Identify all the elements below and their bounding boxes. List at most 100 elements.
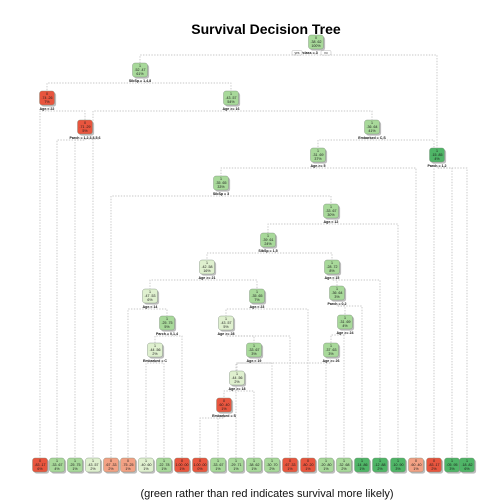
node-class-label: 1 bbox=[344, 316, 346, 320]
node-class-label: 1 bbox=[206, 261, 208, 265]
tree-edge bbox=[220, 194, 332, 204]
leaf-node: 1.43 .572% bbox=[85, 457, 103, 474]
node-pct: 2% bbox=[341, 467, 347, 471]
node-n-age23: 1.35 .657% Age < 23 bbox=[249, 288, 267, 309]
node-pct: 4% bbox=[342, 324, 348, 328]
node-n-parch014: 1.25 .755% Parch = 0,1,4 bbox=[156, 315, 178, 336]
node-probs: .71 .29 bbox=[80, 125, 91, 129]
split-label: SibSp = 3 bbox=[213, 192, 229, 196]
node-probs: 1.00 .00 bbox=[194, 463, 207, 467]
node-class-label: 1 bbox=[139, 64, 141, 68]
node-probs: .44 .56 bbox=[150, 348, 161, 352]
yes-branch-tag-box bbox=[291, 50, 303, 56]
tree-edge bbox=[436, 166, 453, 458]
node-box bbox=[223, 90, 239, 106]
leaf-node: 1.38 .621% bbox=[246, 457, 264, 474]
node-probs: .74 .26 bbox=[42, 96, 53, 100]
node-pct: 6% bbox=[37, 467, 43, 471]
node-probs: .12 .88 bbox=[375, 463, 386, 467]
node-box bbox=[308, 34, 324, 50]
split-label: Age >= 18 bbox=[229, 387, 246, 391]
split-label: SibSp = 1,4,8 bbox=[129, 79, 151, 83]
node-box bbox=[329, 285, 345, 301]
node-probs: .28 .72 bbox=[327, 265, 338, 269]
node-pct: 5% bbox=[223, 325, 229, 329]
leaf-node: 1.29 .711% bbox=[228, 457, 246, 474]
leaf-node: 1.05 .953% bbox=[444, 457, 462, 474]
tree-edge bbox=[217, 416, 225, 458]
node-probs: .14 .86 bbox=[357, 463, 368, 467]
node-probs: .30 .70 bbox=[267, 463, 278, 467]
tree-edge bbox=[154, 361, 165, 458]
node-probs: .60 .40 bbox=[219, 403, 230, 407]
tree-edge bbox=[371, 138, 435, 458]
node-probs: .67 .33 bbox=[285, 463, 296, 467]
node-box bbox=[77, 119, 93, 135]
no-branch-label: no bbox=[324, 51, 328, 55]
node-class-label: 0 bbox=[315, 36, 317, 40]
node-class-label: 1 bbox=[230, 92, 232, 96]
split-label: Age < 22 bbox=[40, 107, 55, 111]
split-label: Parch = 0,1,4 bbox=[156, 332, 178, 336]
node-box bbox=[32, 457, 48, 473]
node-class-label: 1 bbox=[397, 459, 399, 463]
leaf-node: 1.10 .903% bbox=[390, 457, 408, 474]
leaf-node: 1.22 .781% bbox=[156, 457, 174, 474]
node-box bbox=[336, 457, 352, 473]
node-box bbox=[138, 457, 154, 473]
node-probs: .15 .85 bbox=[432, 153, 443, 157]
node-pct: 100% bbox=[311, 44, 321, 48]
node-class-label: 0 bbox=[127, 459, 129, 463]
node-box bbox=[142, 288, 158, 304]
tree-edge bbox=[235, 361, 332, 458]
node-box bbox=[300, 457, 316, 473]
node-probs: .43 .57 bbox=[221, 321, 232, 325]
node-pct: 1% bbox=[323, 467, 329, 471]
node-pct: 24% bbox=[264, 242, 272, 246]
split-label: Age < 23 bbox=[250, 305, 265, 309]
leaf-node: 0.80 .201% bbox=[300, 457, 318, 474]
node-class-label: 0 bbox=[415, 459, 417, 463]
tree-edge bbox=[230, 109, 373, 120]
node-class-label: 1 bbox=[253, 344, 255, 348]
node-pct: 1% bbox=[251, 467, 257, 471]
yes-branch-label: yes bbox=[295, 51, 300, 55]
split-label: Age >= 28 bbox=[218, 332, 235, 336]
node-box bbox=[103, 457, 119, 473]
node-pct: 8% bbox=[329, 269, 335, 273]
node-pct: 1% bbox=[287, 467, 293, 471]
split-label: Age < 19 bbox=[247, 359, 262, 363]
tree-edge bbox=[139, 53, 317, 63]
node-class-label: 1 bbox=[325, 459, 327, 463]
node-probs: .31 .69 bbox=[340, 320, 351, 324]
node-box bbox=[132, 62, 148, 78]
node-pct: 61% bbox=[136, 72, 144, 76]
node-pct: 1% bbox=[72, 467, 78, 471]
tree-edge bbox=[74, 138, 86, 458]
node-box bbox=[282, 457, 298, 473]
node-box bbox=[264, 457, 280, 473]
tree-edge bbox=[315, 53, 438, 148]
node-pct: 16% bbox=[203, 269, 211, 273]
node-class-label: 1 bbox=[330, 205, 332, 209]
node-box bbox=[228, 457, 244, 473]
tree-edge bbox=[56, 138, 86, 458]
node-class-label: 1 bbox=[236, 372, 238, 376]
split-label: Embarked = S bbox=[212, 414, 236, 418]
node-probs: .36 .64 bbox=[332, 291, 343, 295]
node-pct: 3% bbox=[334, 295, 340, 299]
split-label: Embarked = C bbox=[143, 359, 167, 363]
node-pct: 2% bbox=[269, 467, 275, 471]
leaf-node: 1.33 .671% bbox=[210, 457, 228, 474]
node-class-label: 1 bbox=[379, 459, 381, 463]
leaf-node: 1.12 .882% bbox=[372, 457, 390, 474]
node-probs: .10 .90 bbox=[393, 463, 404, 467]
node-pct: 2% bbox=[431, 467, 437, 471]
node-box bbox=[246, 342, 262, 358]
node-n-parch12: 1.15 .854% Parch = 1,2 bbox=[427, 147, 447, 168]
node-pct: 5% bbox=[164, 325, 170, 329]
node-pct: 0% bbox=[197, 467, 203, 471]
